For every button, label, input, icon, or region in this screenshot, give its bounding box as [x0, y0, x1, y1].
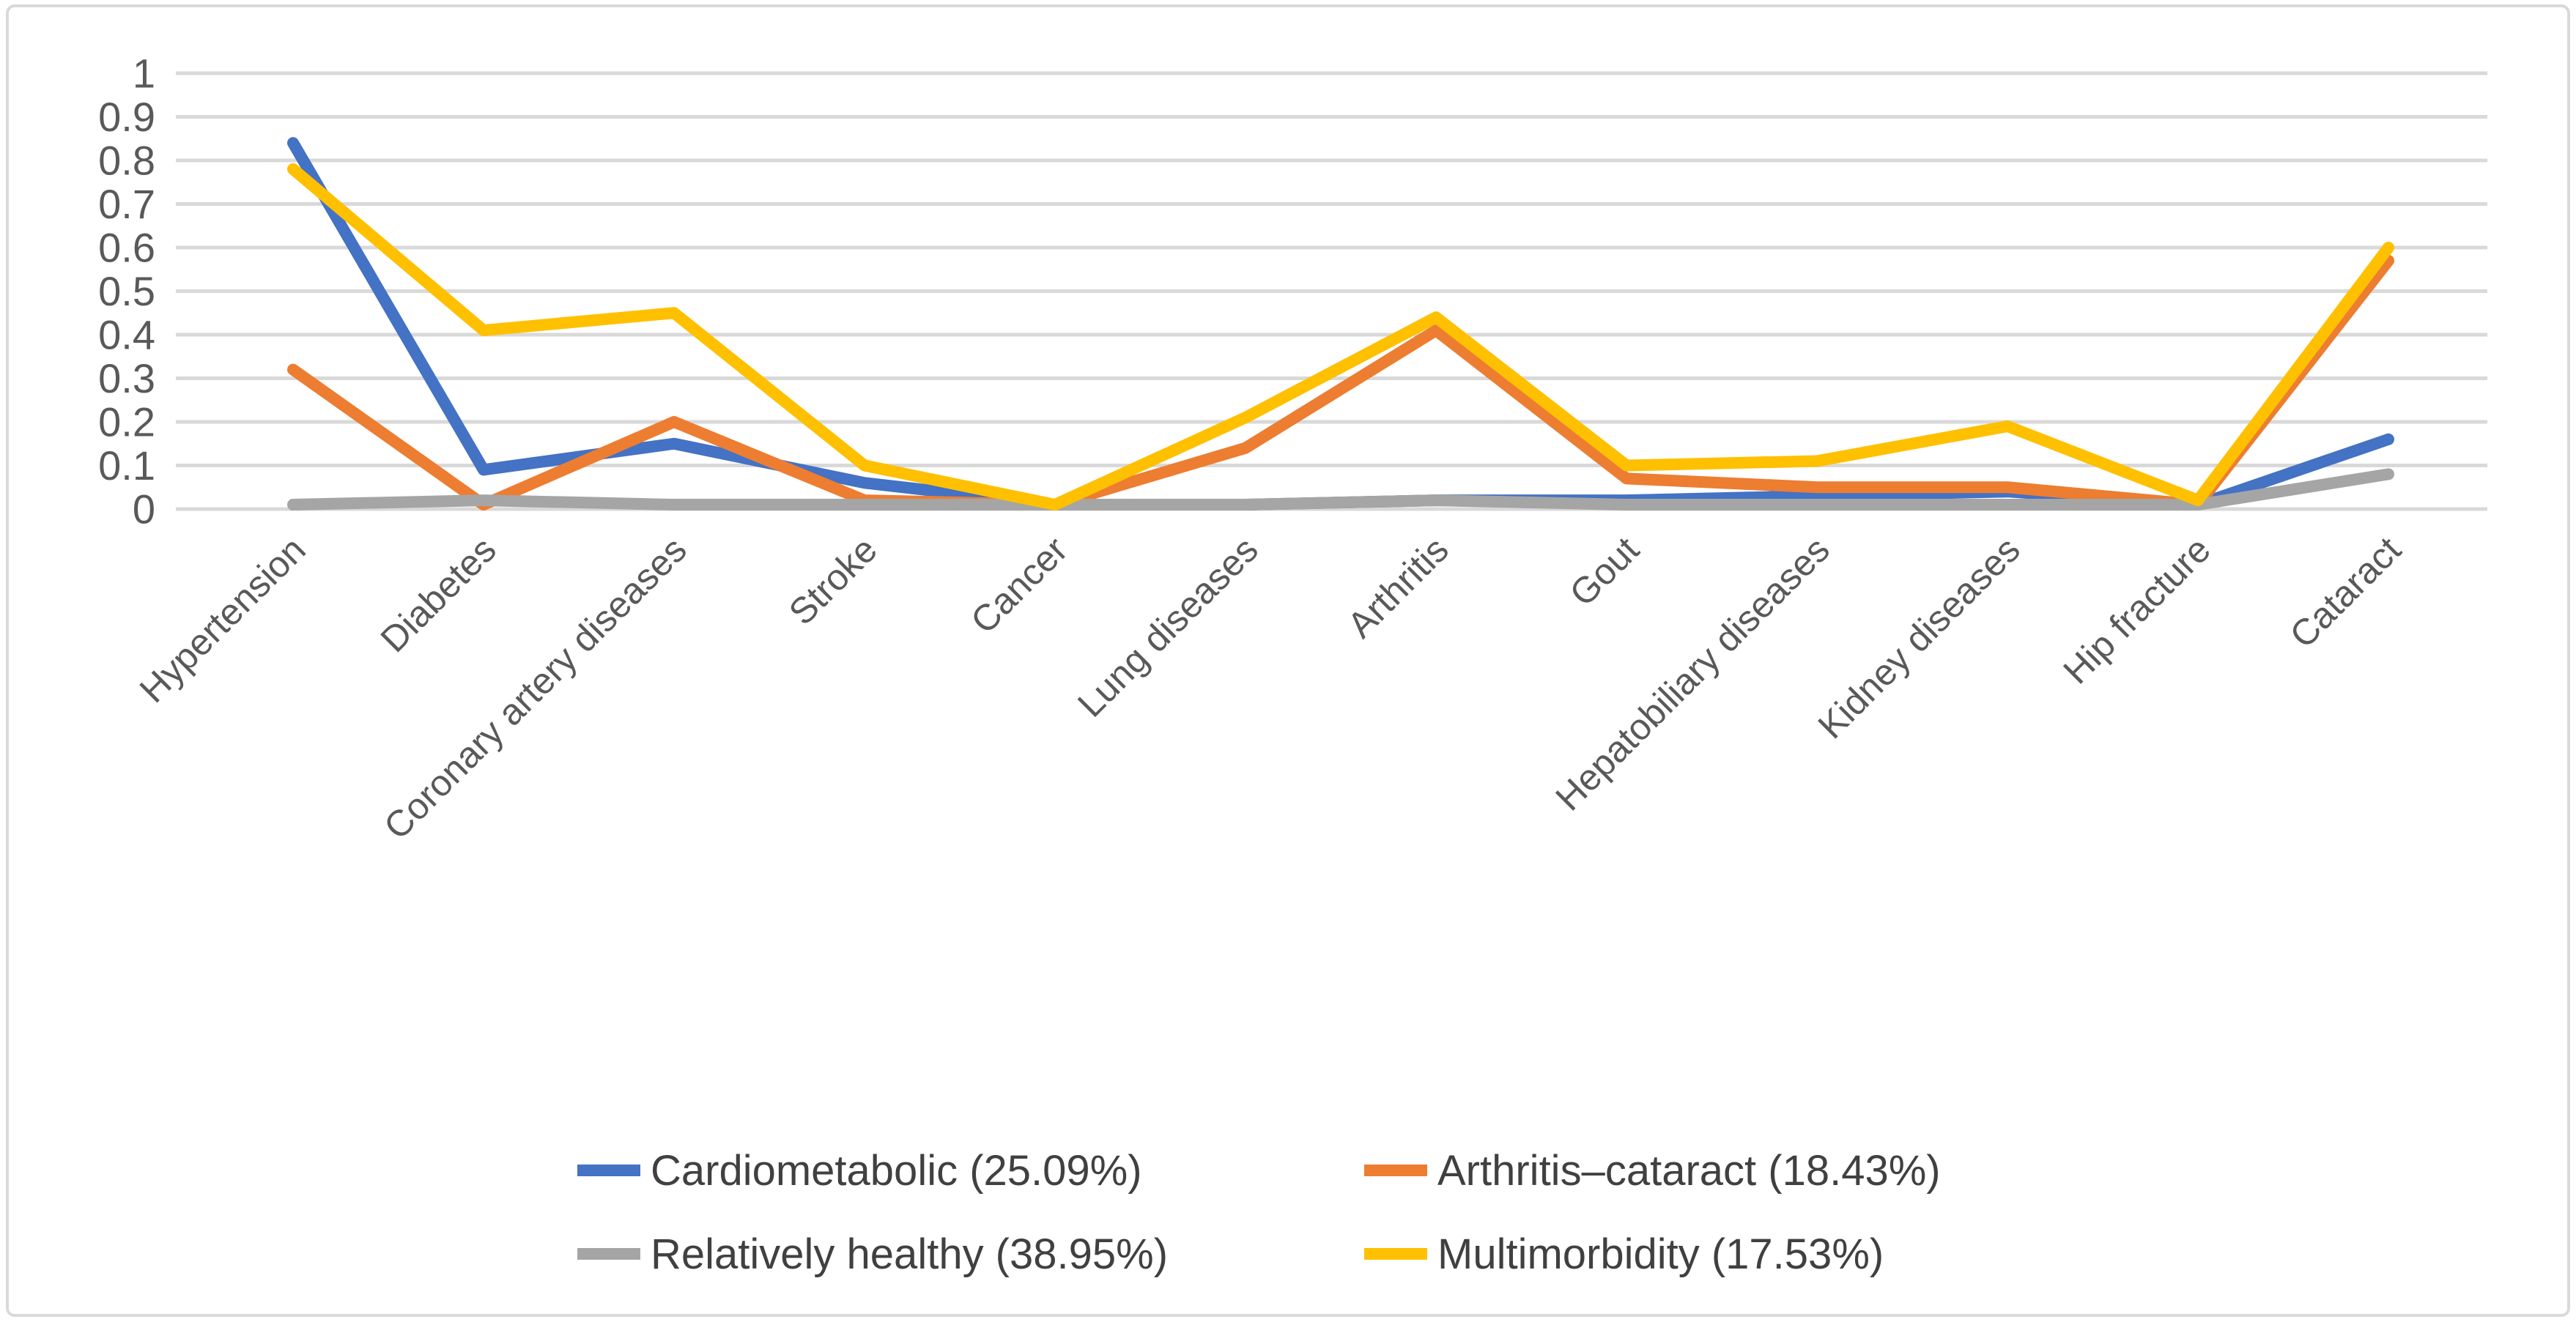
- y-axis-tick-label: 0.4: [98, 312, 155, 358]
- legend-label-2: Arthritis–cataract (18.43%): [1437, 1147, 1941, 1195]
- y-axis-tick-label: 0.9: [98, 94, 155, 140]
- y-axis-tick-label: 0: [133, 486, 155, 532]
- y-axis-tick-label: 0.3: [98, 355, 155, 401]
- series-line-4: [287, 163, 2394, 511]
- series-line-2: [287, 254, 2394, 511]
- y-axis-tick-label: 0.2: [98, 399, 155, 445]
- legend-label-1: Cardiometabolic (25.09%): [651, 1147, 1142, 1195]
- y-axis-tick-label: 0.7: [98, 181, 155, 227]
- y-axis-tick-label: 0.5: [98, 268, 155, 314]
- y-axis-tick-label: 0.8: [98, 138, 155, 184]
- legend-label-3: Relatively healthy (38.95%): [651, 1230, 1168, 1278]
- y-axis-tick-label: 0.6: [98, 225, 155, 271]
- series-line-3: [287, 468, 2394, 511]
- y-axis-tick-label: 0.1: [98, 442, 155, 489]
- legend-label-4: Multimorbidity (17.53%): [1437, 1230, 1884, 1278]
- y-axis-tick-label: 1: [133, 51, 155, 97]
